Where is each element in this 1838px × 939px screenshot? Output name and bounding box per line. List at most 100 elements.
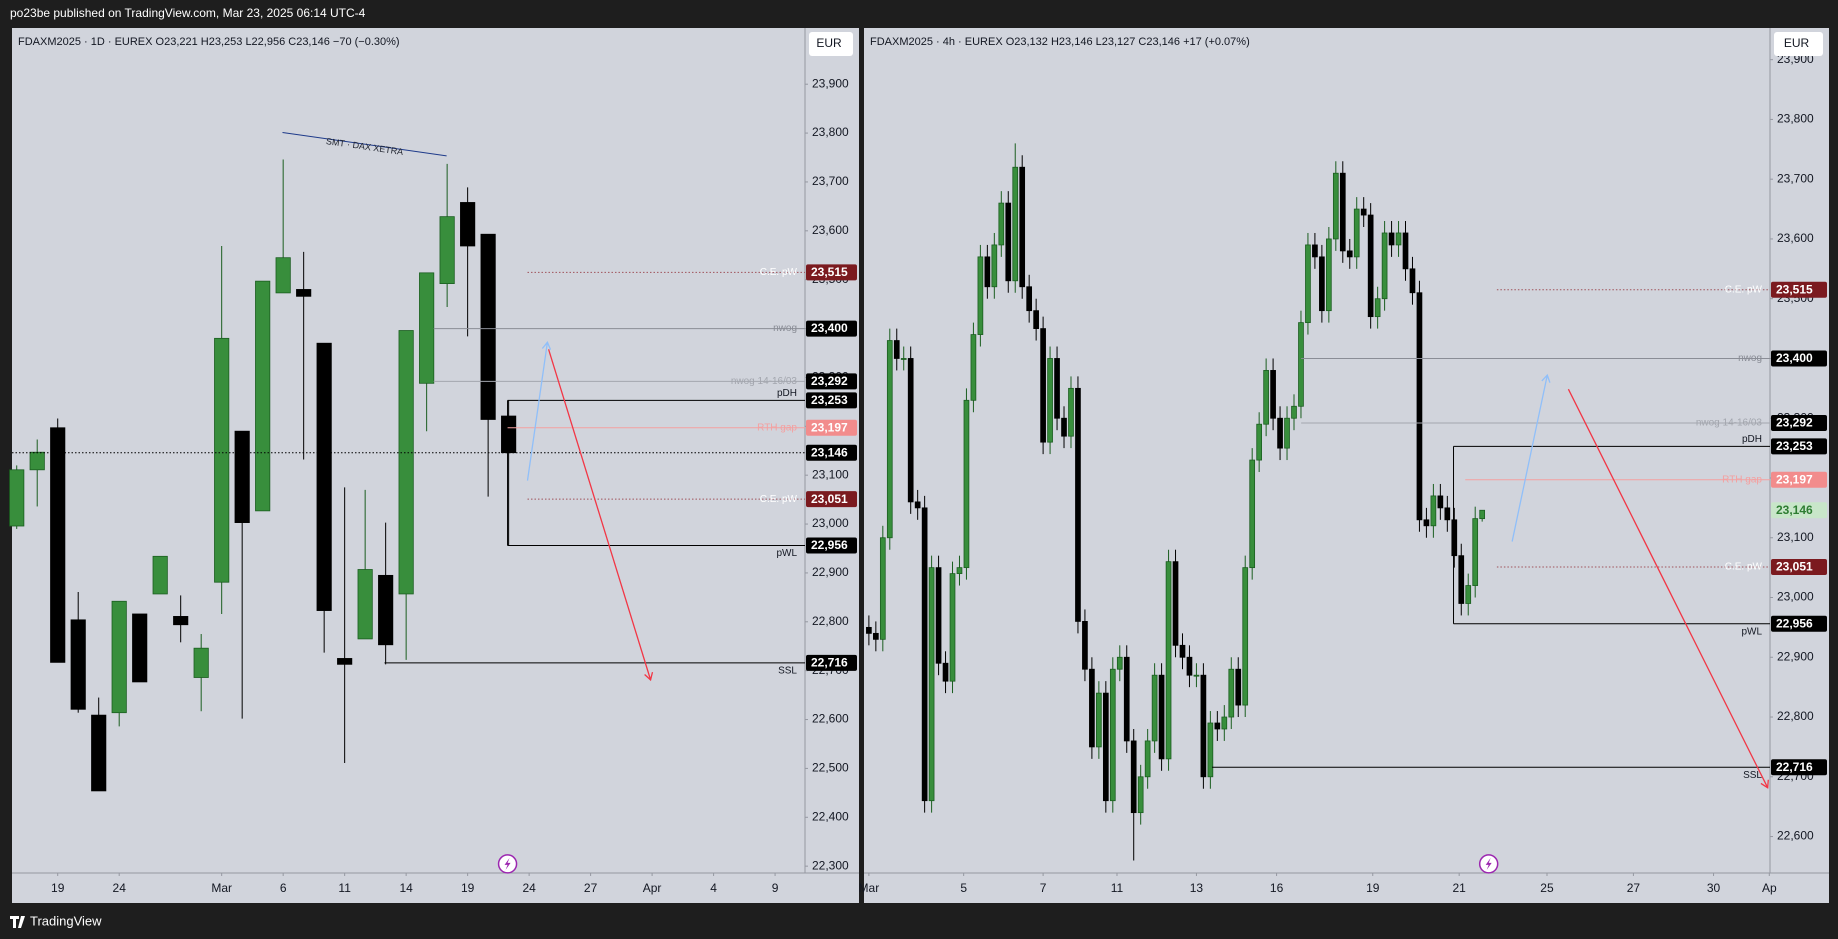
price-label-bg — [1771, 415, 1827, 432]
candle-body — [1305, 244, 1311, 324]
candle-body — [1332, 172, 1339, 240]
candle-body — [460, 202, 476, 247]
price-label: 23,400 — [1776, 351, 1813, 365]
candle-body — [1270, 370, 1276, 419]
candle-body — [29, 451, 45, 471]
y-tick-label: 22,400 — [812, 809, 849, 823]
level-name: nwog 14-16/03 — [731, 376, 798, 387]
candle-body — [886, 340, 893, 539]
y-tick-label: 23,800 — [1777, 112, 1814, 126]
candle-body — [893, 340, 900, 359]
footer-brand[interactable]: TradingView — [30, 913, 102, 928]
price-label: 23,197 — [1776, 472, 1813, 486]
currency-label: EUR — [816, 36, 842, 50]
candle-body — [337, 658, 353, 665]
candle-body — [1381, 232, 1388, 300]
y-tick-label: 22,600 — [812, 712, 849, 726]
y-tick-label: 23,100 — [1777, 530, 1814, 544]
x-tick-label: 27 — [1627, 881, 1641, 895]
y-tick-label: 23,000 — [812, 516, 849, 530]
candle-body — [501, 415, 517, 454]
candle-body — [1033, 310, 1039, 329]
y-tick-label: 22,500 — [812, 761, 849, 775]
x-tick-label: 19 — [1366, 881, 1380, 895]
price-label: 23,051 — [811, 492, 848, 506]
candle-body — [1172, 561, 1179, 646]
price-label: 22,716 — [811, 656, 848, 670]
candle-body — [1360, 208, 1367, 216]
candle-body — [214, 337, 230, 583]
candle-body — [1186, 656, 1193, 676]
currency-button[interactable] — [809, 32, 853, 56]
candle-body — [1082, 621, 1088, 670]
candle-body — [977, 256, 984, 335]
candle-body — [1144, 740, 1151, 778]
level-name: RTH gap — [757, 422, 797, 433]
candle-body — [1123, 656, 1130, 742]
candle-body — [296, 289, 312, 297]
candle-body — [1458, 555, 1465, 604]
projection-arrow — [1511, 374, 1548, 542]
x-tick-label: 6 — [280, 881, 287, 895]
price-label-bg — [806, 264, 857, 281]
alert-bolt — [504, 857, 511, 870]
candle-body — [255, 280, 271, 512]
level-name: pDH — [777, 388, 797, 399]
price-label: 23,515 — [811, 265, 848, 279]
price-label: 23,292 — [1776, 416, 1813, 430]
candle-body — [1026, 286, 1033, 312]
candle-body — [866, 626, 872, 634]
price-label: 22,956 — [1776, 616, 1813, 630]
y-tick-label: 23,800 — [812, 125, 849, 139]
y-tick-label: 22,800 — [1777, 709, 1814, 723]
price-label-bg — [1771, 281, 1827, 298]
candle-body — [9, 469, 25, 527]
projection-arrow — [526, 342, 549, 481]
projection-arrow — [547, 349, 652, 681]
x-tick-label: 4 — [710, 881, 717, 895]
price-label-bg — [806, 491, 857, 508]
x-tick-label: 25 — [1540, 881, 1554, 895]
arrow-head — [541, 341, 552, 350]
x-tick-label: 27 — [584, 881, 598, 895]
x-tick-label: Apr — [643, 881, 662, 895]
y-tick-label: 22,600 — [1777, 829, 1814, 843]
price-label-bg — [1771, 350, 1827, 367]
candle-body — [316, 342, 332, 611]
candle-body — [1207, 722, 1214, 778]
candle-body — [1165, 561, 1172, 760]
price-label: 23,146 — [1776, 503, 1813, 517]
candle-body — [1444, 507, 1451, 521]
x-tick-label: Mar — [859, 881, 880, 895]
candle-body — [1388, 232, 1395, 246]
price-label: 23,253 — [1776, 439, 1813, 453]
price-label: 23,292 — [811, 374, 848, 388]
level-name: pDH — [1742, 434, 1762, 445]
candle-body — [378, 574, 394, 646]
candle-body — [984, 256, 991, 288]
candle-body — [357, 569, 373, 640]
currency-button[interactable] — [1774, 32, 1823, 56]
x-tick-label: Mar — [211, 881, 232, 895]
x-tick-label: 21 — [1452, 881, 1466, 895]
candle-body — [193, 647, 209, 678]
candle-body — [1353, 208, 1360, 258]
chart-title: FDAXM2025 · 1D · EUREX O23,221 H23,253 L… — [18, 36, 400, 48]
candle-body — [1409, 268, 1416, 294]
level-name: nwog — [773, 323, 797, 334]
candle-body — [1214, 722, 1221, 730]
x-tick-label: 24 — [522, 881, 536, 895]
tradingview-logo — [10, 916, 25, 928]
candle-body — [1109, 668, 1116, 802]
candle-body — [1451, 519, 1458, 557]
x-tick-label: 24 — [113, 881, 127, 895]
candle-body — [956, 567, 963, 575]
projection-arrow — [1567, 388, 1769, 789]
candle-body — [1326, 238, 1332, 312]
price-label-bg — [1771, 502, 1827, 519]
price-label-bg — [806, 392, 857, 409]
candle-body — [921, 507, 928, 802]
candle-body — [935, 567, 942, 664]
y-tick-label: 23,700 — [812, 174, 849, 188]
chart-panel — [12, 28, 859, 903]
